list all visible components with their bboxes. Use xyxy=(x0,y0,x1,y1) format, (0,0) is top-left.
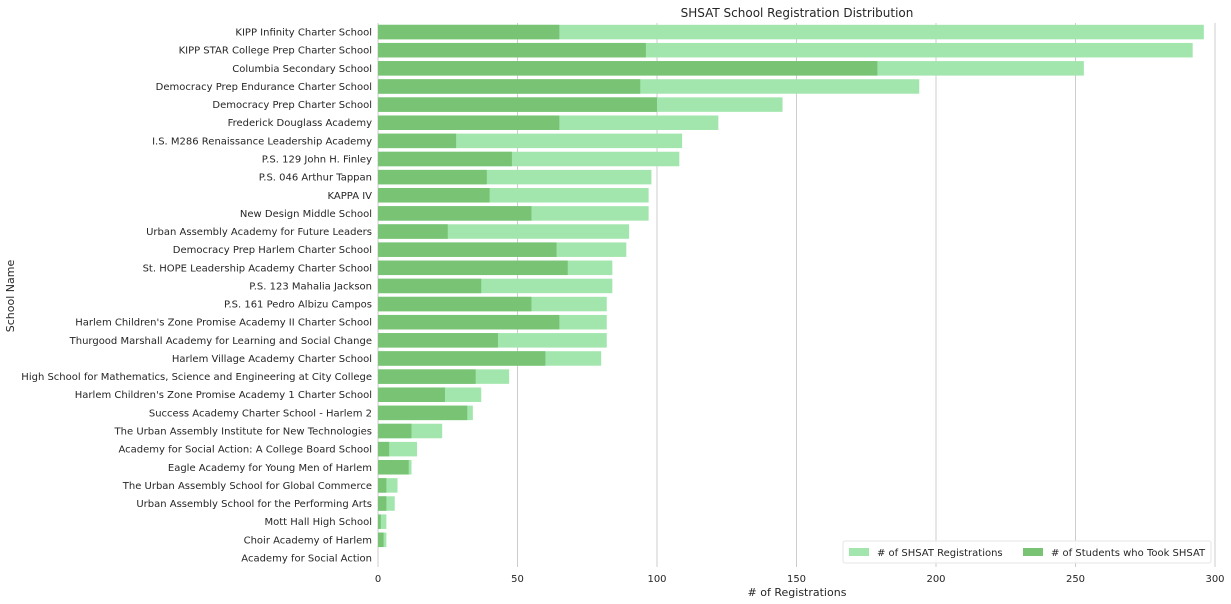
bar-took-shsat xyxy=(378,133,457,149)
bar-took-shsat xyxy=(378,460,409,475)
bar-took-shsat xyxy=(378,151,512,167)
bar-took-shsat xyxy=(378,351,546,366)
y-tick-label: Urban Assembly Academy for Future Leader… xyxy=(146,227,372,238)
bar-took-shsat xyxy=(378,61,878,76)
y-axis-label: School Name xyxy=(4,260,17,333)
y-tick-label: Urban Assembly School for the Performing… xyxy=(136,499,372,510)
y-tick-label: Harlem Village Academy Charter School xyxy=(172,354,372,365)
bar-took-shsat xyxy=(378,206,532,221)
x-tick-label: 250 xyxy=(1066,574,1085,585)
bar-registrations xyxy=(378,514,387,529)
bar-took-shsat xyxy=(378,532,384,548)
bar-took-shsat xyxy=(378,42,646,58)
bar-took-shsat xyxy=(378,79,641,94)
y-tick-label: Thurgood Marshall Academy for Learning a… xyxy=(69,336,372,347)
y-tick-label: Academy for Social Action xyxy=(241,553,372,564)
bar-took-shsat xyxy=(378,296,532,312)
bar-took-shsat xyxy=(378,24,560,40)
y-tick-label: P.S. 129 John H. Finley xyxy=(262,155,372,166)
grid-lines xyxy=(377,23,1216,567)
bar-took-shsat xyxy=(378,278,482,294)
y-tick-label: KIPP STAR College Prep Charter School xyxy=(179,46,372,57)
y-tick-label: The Urban Assembly Institute for New Tec… xyxy=(114,427,372,438)
y-tick-label: Choir Academy of Harlem xyxy=(244,535,372,546)
bar-took-shsat xyxy=(378,242,557,257)
bar-took-shsat xyxy=(378,188,490,203)
x-tick-label: 150 xyxy=(787,574,806,585)
y-tick-label: Mott Hall High School xyxy=(264,517,372,528)
bar-took-shsat xyxy=(378,405,468,421)
x-tick-label: 50 xyxy=(511,574,524,585)
y-tick-label: New Design Middle School xyxy=(240,209,372,220)
y-tick-label: High School for Mathematics, Science and… xyxy=(21,372,372,383)
bar-took-shsat xyxy=(378,97,657,112)
took-shsat-bars xyxy=(378,24,878,548)
y-tick-label: Frederick Douglass Academy xyxy=(228,118,372,129)
y-tick-label: I.S. M286 Renaissance Leadership Academy xyxy=(152,136,372,147)
y-tick-label: Democracy Prep Endurance Charter School xyxy=(156,82,372,93)
bar-took-shsat xyxy=(378,224,448,239)
y-tick-label: St. HOPE Leadership Academy Charter Scho… xyxy=(143,263,372,274)
y-tick-label: KAPPA IV xyxy=(328,191,373,202)
y-tick-label: P.S. 123 Mahalia Jackson xyxy=(249,281,372,292)
y-tick-label: P.S. 046 Arthur Tappan xyxy=(259,173,372,184)
y-tick-label: Academy for Social Action: A College Boa… xyxy=(118,445,372,456)
y-tick-label: The Urban Assembly School for Global Com… xyxy=(122,481,372,492)
y-tick-label: Columbia Secondary School xyxy=(232,64,372,75)
bar-took-shsat xyxy=(378,496,387,511)
bar-took-shsat xyxy=(378,169,487,185)
bar-took-shsat xyxy=(378,115,560,130)
x-tick-label: 200 xyxy=(926,574,945,585)
bar-took-shsat xyxy=(378,314,560,330)
bar-took-shsat xyxy=(378,441,390,457)
legend-label-took-shsat: # of Students who Took SHSAT xyxy=(1051,548,1206,559)
bar-registrations xyxy=(378,24,1204,40)
x-tick-label: 0 xyxy=(375,574,381,585)
x-tick-label: 100 xyxy=(647,574,666,585)
y-tick-label: Success Academy Charter School - Harlem … xyxy=(149,408,372,419)
y-tick-label: Eagle Academy for Young Men of Harlem xyxy=(168,463,372,474)
y-tick-label: Harlem Children's Zone Promise Academy I… xyxy=(75,318,372,329)
bar-took-shsat xyxy=(378,369,476,384)
y-tick-label: Democracy Prep Harlem Charter School xyxy=(173,245,372,256)
y-tick-label: KIPP Infinity Charter School xyxy=(235,28,372,39)
legend: # of SHSAT Registrations # of Students w… xyxy=(842,540,1212,564)
x-axis-label: # of Registrations xyxy=(748,586,847,599)
bar-took-shsat xyxy=(378,423,412,439)
y-tick-label: P.S. 161 Pedro Albizu Campos xyxy=(224,300,372,311)
legend-swatch-registrations xyxy=(849,548,869,556)
bar-took-shsat xyxy=(378,514,381,529)
legend-label-registrations: # of SHSAT Registrations xyxy=(877,548,1003,559)
y-tick-labels: KIPP Infinity Charter School KIPP STAR Co… xyxy=(21,28,372,565)
legend-swatch-took-shsat xyxy=(1023,548,1043,556)
bar-took-shsat xyxy=(378,478,387,493)
bar-took-shsat xyxy=(378,387,445,402)
x-tick-labels: 0 50 100 150 200 250 300 xyxy=(375,574,1225,585)
y-tick-label: Democracy Prep Charter School xyxy=(212,100,372,111)
bar-took-shsat xyxy=(378,333,498,348)
chart-title: SHSAT School Registration Distribution xyxy=(681,6,914,20)
x-tick-label: 300 xyxy=(1205,574,1224,585)
bar-took-shsat xyxy=(378,260,568,276)
y-tick-label: Harlem Children's Zone Promise Academy 1… xyxy=(75,390,372,401)
